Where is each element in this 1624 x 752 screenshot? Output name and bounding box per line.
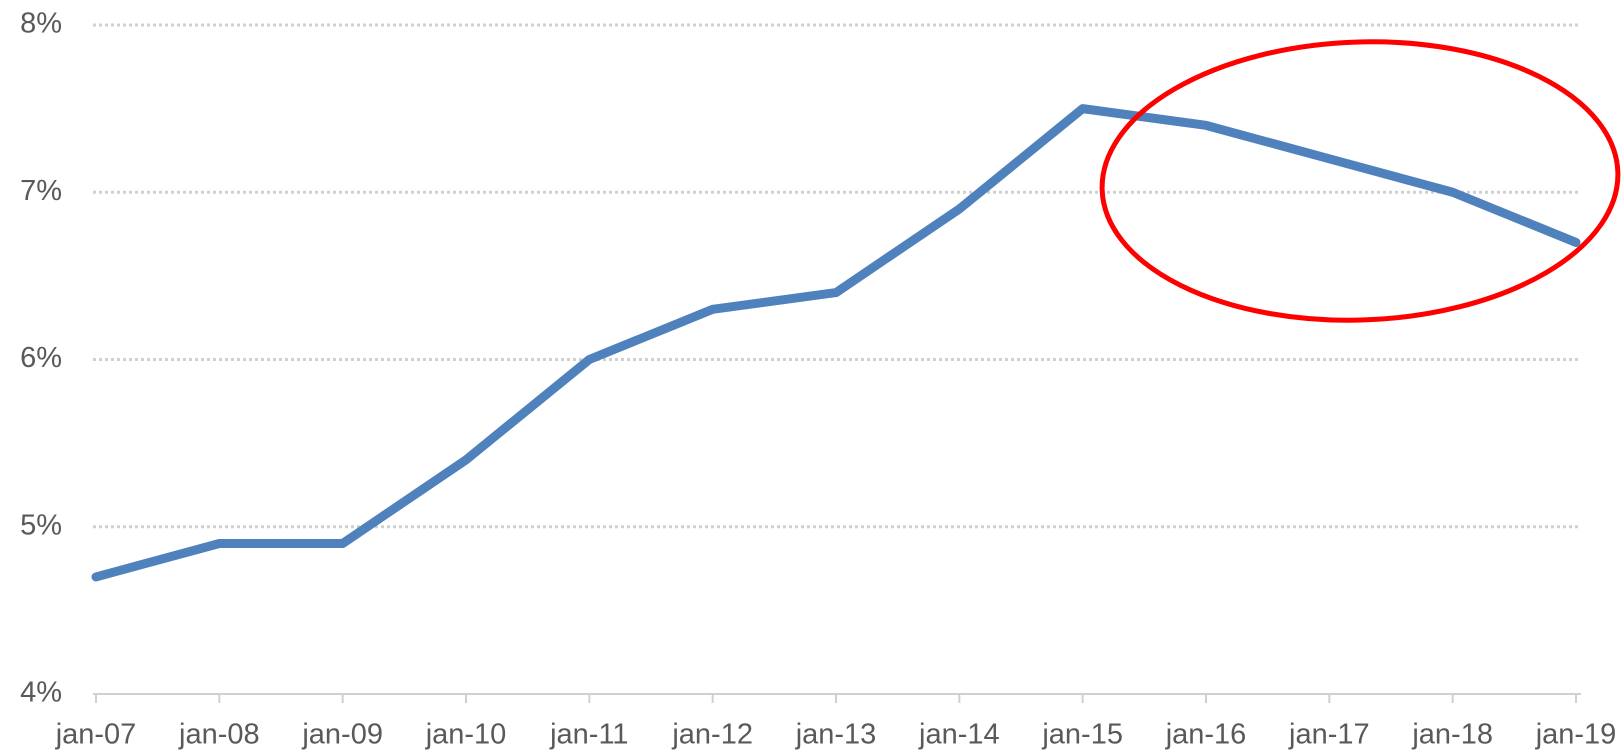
highlight-ellipse [1099, 39, 1621, 323]
x-tick-label: jan-16 [1165, 719, 1247, 751]
x-tick-label: jan-17 [1288, 719, 1370, 751]
y-tick-label: 4% [20, 677, 62, 709]
x-tick-label: jan-11 [549, 719, 628, 751]
x-tick-label: jan-13 [795, 719, 877, 751]
x-tick-label: jan-10 [425, 719, 507, 751]
y-tick-label: 6% [20, 342, 62, 374]
x-tick-label: jan-07 [55, 719, 137, 751]
x-tick-label: jan-18 [1411, 719, 1493, 751]
x-tick-label: jan-19 [1535, 719, 1617, 751]
y-tick-label: 7% [20, 175, 62, 207]
x-tick-label: jan-14 [918, 719, 1000, 751]
y-tick-label: 5% [20, 509, 62, 541]
y-tick-label: 8% [20, 8, 62, 40]
x-tick-label: jan-09 [301, 719, 383, 751]
x-tick-label: jan-08 [178, 719, 260, 751]
x-tick-label: jan-12 [671, 719, 753, 751]
x-tick-label: jan-15 [1041, 719, 1123, 751]
series-line [91, 104, 1581, 582]
